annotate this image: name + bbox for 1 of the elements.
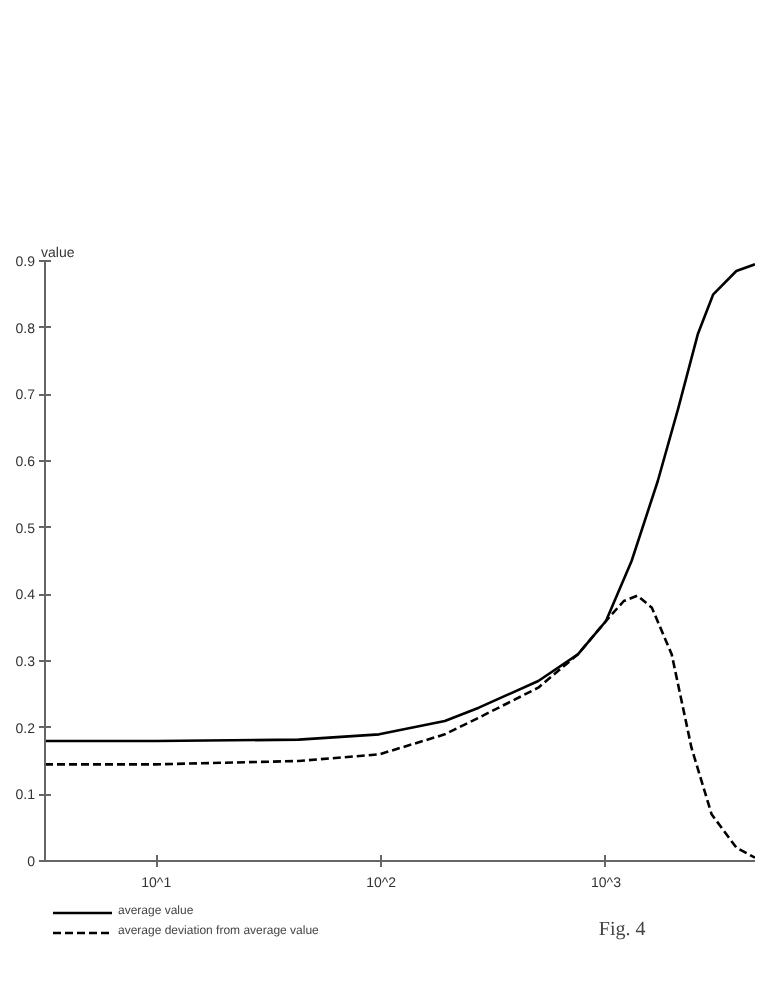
caption: Fig. 4 [598,919,646,941]
